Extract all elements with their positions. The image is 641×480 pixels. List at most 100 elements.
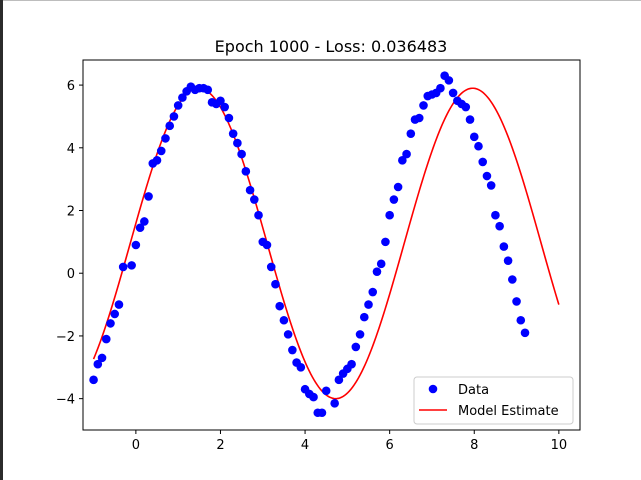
data-point [436, 83, 445, 93]
data-point [520, 328, 530, 338]
data-point [444, 76, 454, 85]
data-point [110, 309, 120, 319]
data-point [321, 386, 331, 396]
x-tick-label: 4 [301, 438, 309, 453]
data-point [448, 88, 458, 98]
data-point [482, 171, 492, 181]
data-point [491, 210, 500, 220]
data-point [245, 185, 255, 195]
data-point [351, 342, 361, 352]
data-point [262, 240, 272, 250]
data-point [389, 195, 399, 204]
data-point [165, 121, 175, 131]
data-point [275, 301, 284, 311]
data-point [106, 319, 115, 328]
data-point [118, 262, 128, 272]
data-point [499, 242, 509, 251]
x-tick-label: 6 [386, 438, 394, 453]
legend: Data Model Estimate [413, 376, 574, 425]
axes: 0 2 4 6 8 10 −4 −2 0 2 4 6 [56, 59, 581, 453]
data-point [250, 195, 259, 204]
data-point [296, 362, 306, 372]
data-point [317, 408, 327, 418]
data-point [97, 353, 107, 363]
window-top-border [3, 0, 641, 1]
data-point [334, 375, 344, 385]
data-point [89, 375, 98, 385]
data-point [385, 210, 394, 220]
legend-label-model: Model Estimate [458, 404, 559, 419]
data-point [406, 129, 416, 138]
data-point [93, 359, 103, 369]
data-point [508, 275, 517, 284]
data-point [355, 330, 365, 339]
data-point [220, 102, 229, 112]
data-point [376, 259, 386, 269]
x-tick-label: 2 [216, 438, 224, 453]
y-tick-label: −2 [56, 330, 75, 345]
data-point [266, 262, 276, 272]
plot-frame [82, 59, 581, 431]
y-tick-label: 0 [67, 267, 75, 282]
data-point [393, 182, 403, 192]
legend-marker-data [428, 384, 438, 394]
data-point [237, 149, 246, 159]
data-points [89, 71, 530, 418]
data-point [114, 300, 124, 309]
data-point [372, 267, 382, 276]
data-point [474, 141, 483, 151]
data-point [495, 221, 504, 231]
x-tick-label: 0 [132, 438, 140, 453]
data-point [127, 261, 136, 270]
data-point [169, 112, 179, 121]
data-point [283, 330, 293, 339]
x-tick-label: 8 [470, 438, 478, 453]
data-point [224, 113, 234, 123]
data-point [101, 334, 111, 344]
data-point [271, 279, 280, 289]
data-point [503, 256, 513, 265]
y-tick-label: 6 [67, 79, 75, 94]
chart-title: Epoch 1000 - Loss: 0.036483 [215, 37, 448, 56]
data-point [216, 96, 225, 106]
x-tick-label: 10 [551, 438, 568, 453]
data-point [478, 157, 488, 167]
data-point [469, 132, 479, 142]
data-point [381, 237, 390, 247]
y-tick-label: 4 [67, 142, 75, 157]
data-point [461, 102, 471, 112]
data-point [279, 315, 289, 325]
data-point [419, 101, 428, 110]
data-point [140, 217, 149, 226]
legend-label-data: Data [458, 383, 489, 398]
data-point [152, 156, 162, 165]
data-point [131, 240, 141, 250]
data-point [359, 312, 369, 322]
data-point [516, 315, 526, 325]
data-point [512, 297, 521, 306]
data-point [254, 210, 263, 220]
data-point [241, 167, 251, 176]
data-point [398, 156, 407, 165]
legend-box [413, 376, 574, 425]
data-point [486, 181, 496, 190]
data-point [203, 85, 213, 95]
data-point [364, 300, 373, 309]
y-tick-label: −4 [56, 393, 75, 408]
data-point [402, 149, 411, 159]
y-tick-label: 2 [67, 205, 75, 220]
data-point [233, 138, 242, 148]
data-point [368, 287, 378, 297]
data-point [156, 146, 166, 156]
data-point [173, 101, 183, 110]
data-point [465, 115, 475, 124]
data-point [228, 129, 238, 138]
data-point [144, 192, 153, 201]
data-point [288, 345, 297, 355]
data-point [330, 399, 339, 408]
data-point [347, 359, 356, 369]
data-point [135, 223, 145, 233]
data-point [309, 392, 318, 402]
data-point [161, 134, 170, 143]
